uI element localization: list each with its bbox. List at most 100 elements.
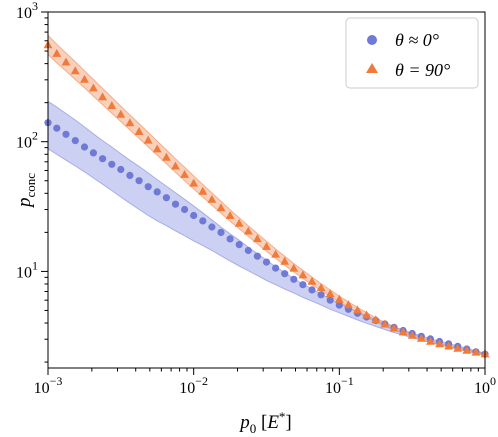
band-series-0 xyxy=(47,100,486,356)
data-point-series-1 xyxy=(289,263,299,272)
data-point-series-1 xyxy=(362,310,371,319)
y-tick-label: 103 xyxy=(16,0,38,22)
y-axis-label: pconc xyxy=(14,173,38,209)
x-tick-label: 10−2 xyxy=(179,374,208,397)
data-point-series-0 xyxy=(99,155,107,163)
data-point-series-0 xyxy=(253,252,261,260)
data-point-series-1 xyxy=(325,289,335,298)
data-point-series-1 xyxy=(189,178,199,187)
data-point-series-0 xyxy=(235,241,243,249)
data-point-series-1 xyxy=(462,345,472,354)
data-point-series-0 xyxy=(135,177,143,185)
data-point-series-1 xyxy=(180,170,189,178)
data-point-series-0 xyxy=(326,296,334,304)
data-point-series-0 xyxy=(162,194,170,202)
x-ticks: 10−3 10−2 10−1 100 xyxy=(34,368,496,397)
data-point-series-1 xyxy=(344,300,353,309)
data-point-series-1 xyxy=(371,315,381,324)
data-point-series-0 xyxy=(181,205,189,214)
data-point-series-1 xyxy=(307,276,317,285)
data-point-series-1 xyxy=(398,327,408,336)
data-point-series-1 xyxy=(143,135,153,144)
data-point-series-0 xyxy=(217,228,225,236)
data-point-series-1 xyxy=(334,294,344,303)
data-point-series-1 xyxy=(234,218,244,227)
markers-layer xyxy=(43,40,490,358)
x-tick-label: 100 xyxy=(474,374,496,397)
data-point-series-1 xyxy=(70,66,80,75)
data-point-series-1 xyxy=(416,333,426,342)
data-point-series-0 xyxy=(153,188,161,196)
data-point-series-0 xyxy=(89,149,97,157)
data-point-series-1 xyxy=(162,152,171,161)
legend-box xyxy=(345,17,479,89)
data-point-series-0 xyxy=(335,301,343,309)
plot-frame xyxy=(47,11,486,369)
data-point-series-1 xyxy=(316,283,326,292)
data-point-series-1 xyxy=(134,127,144,135)
data-point-series-1 xyxy=(152,144,162,153)
data-point-series-0 xyxy=(62,130,70,138)
data-point-series-0 xyxy=(126,171,134,179)
data-point-series-1 xyxy=(198,186,208,195)
data-point-series-1 xyxy=(52,48,62,57)
data-point-series-1 xyxy=(280,256,290,265)
data-point-series-1 xyxy=(389,323,399,332)
legend-marker-theta-90 xyxy=(366,63,378,73)
data-point-series-1 xyxy=(426,336,435,345)
data-point-series-0 xyxy=(226,235,234,243)
data-point-series-0 xyxy=(299,281,307,289)
data-point-series-1 xyxy=(453,343,463,352)
data-point-series-0 xyxy=(208,223,216,231)
data-point-series-1 xyxy=(298,270,308,279)
data-point-series-1 xyxy=(471,347,481,356)
y-tick-label: 102 xyxy=(16,129,38,152)
data-point-series-1 xyxy=(89,83,98,92)
data-point-series-1 xyxy=(207,194,217,203)
data-point-series-1 xyxy=(107,101,117,110)
data-point-series-0 xyxy=(308,286,316,294)
data-point-series-1 xyxy=(116,109,126,118)
data-point-series-0 xyxy=(317,291,325,299)
data-point-series-0 xyxy=(80,143,89,151)
data-point-series-1 xyxy=(444,341,453,350)
data-point-series-0 xyxy=(262,258,271,266)
x-tick-label: 10−1 xyxy=(325,374,354,397)
data-point-series-0 xyxy=(171,200,180,208)
data-point-series-1 xyxy=(243,226,253,235)
legend-label-theta-90: θ = 90° xyxy=(395,60,450,80)
data-point-series-0 xyxy=(244,246,252,255)
data-point-series-1 xyxy=(225,211,235,219)
data-point-series-0 xyxy=(53,124,61,132)
data-point-series-1 xyxy=(61,57,71,66)
data-point-series-1 xyxy=(80,74,89,83)
data-point-series-0 xyxy=(108,160,116,168)
data-point-series-1 xyxy=(262,242,271,250)
data-point-series-1 xyxy=(98,92,107,101)
data-point-series-0 xyxy=(272,264,280,272)
legend: θ ≈ 0° θ = 90° xyxy=(345,17,479,89)
data-point-series-0 xyxy=(144,183,152,191)
data-point-series-1 xyxy=(435,339,444,348)
data-point-series-1 xyxy=(216,203,226,212)
y-ticks: 101 102 103 xyxy=(16,0,48,363)
data-point-series-1 xyxy=(380,319,390,328)
data-point-series-1 xyxy=(171,161,180,170)
data-point-series-0 xyxy=(190,211,198,220)
data-point-series-0 xyxy=(199,217,207,225)
data-point-series-1 xyxy=(353,305,362,314)
legend-marker-theta-0 xyxy=(367,35,377,45)
data-point-series-0 xyxy=(71,137,79,145)
data-point-series-1 xyxy=(125,118,135,127)
data-point-series-1 xyxy=(271,249,280,258)
y-tick-label: 101 xyxy=(16,258,38,281)
legend-label-theta-0: θ ≈ 0° xyxy=(395,30,439,50)
x-tick-label: 10−3 xyxy=(34,374,63,397)
data-point-series-1 xyxy=(253,234,262,243)
data-point-series-0 xyxy=(290,275,298,283)
data-point-series-0 xyxy=(117,165,125,174)
x-axis-label: p0 [E*] xyxy=(238,409,292,436)
data-point-series-0 xyxy=(281,270,289,278)
data-point-series-1 xyxy=(407,330,417,339)
